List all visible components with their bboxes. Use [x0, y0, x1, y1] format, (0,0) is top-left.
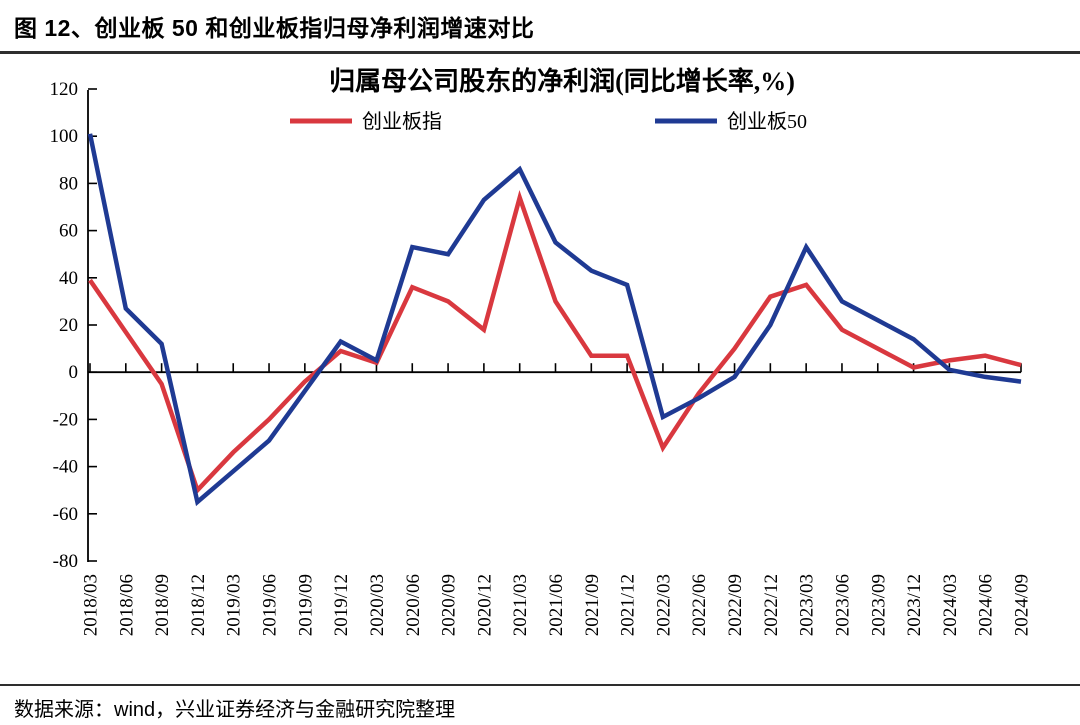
legend-label-1: 创业板50 — [727, 110, 807, 133]
data-source-note: 数据来源：wind，兴业证券经济与金融研究院整理 — [0, 684, 1080, 722]
figure-title: 图 12、创业板 50 和创业板指归母净利润增速对比 — [0, 0, 1080, 54]
x-tick-label: 2023/09 — [868, 574, 889, 636]
x-tick-label: 2022/03 — [653, 574, 674, 636]
x-tick-label: 2020/03 — [367, 574, 388, 636]
y-tick-label: 20 — [59, 315, 78, 336]
x-tick-label: 2018/09 — [152, 574, 173, 636]
series-line-1 — [87, 133, 1022, 507]
x-tick-label: 2024/06 — [976, 574, 997, 636]
x-tick-label: 2024/09 — [1012, 574, 1033, 636]
y-tick-label: 0 — [69, 362, 79, 383]
x-tick-label: 2020/06 — [403, 574, 424, 636]
x-tick-label: 2020/09 — [439, 574, 460, 636]
x-tick-label: 2023/03 — [797, 574, 818, 636]
x-tick-label: 2019/12 — [331, 574, 352, 636]
y-tick-label: 120 — [50, 79, 79, 100]
x-tick-label: 2021/03 — [510, 574, 531, 636]
y-tick-label: 60 — [59, 221, 78, 242]
x-tick-label: 2022/12 — [761, 574, 782, 636]
y-tick-label: 80 — [59, 173, 78, 194]
y-tick-label: -80 — [53, 551, 78, 572]
x-tick-label: 2019/09 — [295, 574, 316, 636]
y-tick-label: 40 — [59, 268, 78, 289]
y-tick-label: 100 — [50, 126, 79, 147]
x-tick-label: 2018/12 — [188, 574, 209, 636]
x-tick-label: 2023/06 — [832, 574, 853, 636]
x-tick-label: 2021/12 — [618, 574, 639, 636]
x-tick-label: 2021/06 — [546, 574, 567, 636]
y-tick-label: -40 — [53, 457, 78, 478]
x-tick-label: 2019/06 — [260, 574, 281, 636]
x-tick-label: 2018/06 — [116, 574, 137, 636]
y-tick-label: -20 — [53, 409, 78, 430]
x-tick-label: 2024/03 — [940, 574, 961, 636]
x-tick-label: 2020/12 — [474, 574, 495, 636]
x-tick-label: 2018/03 — [81, 574, 102, 636]
x-tick-label: 2023/12 — [904, 574, 925, 636]
legend-label-0: 创业板指 — [362, 110, 442, 133]
chart-title: 归属母公司股东的净利润(同比增长率,%) — [329, 66, 795, 96]
x-tick-label: 2019/03 — [224, 574, 245, 636]
x-tick-label: 2022/09 — [725, 574, 746, 636]
x-tick-label: 2022/06 — [689, 574, 710, 636]
x-tick-label: 2021/09 — [582, 574, 603, 636]
series-line-0 — [88, 189, 1022, 495]
y-tick-label: -60 — [53, 504, 78, 525]
